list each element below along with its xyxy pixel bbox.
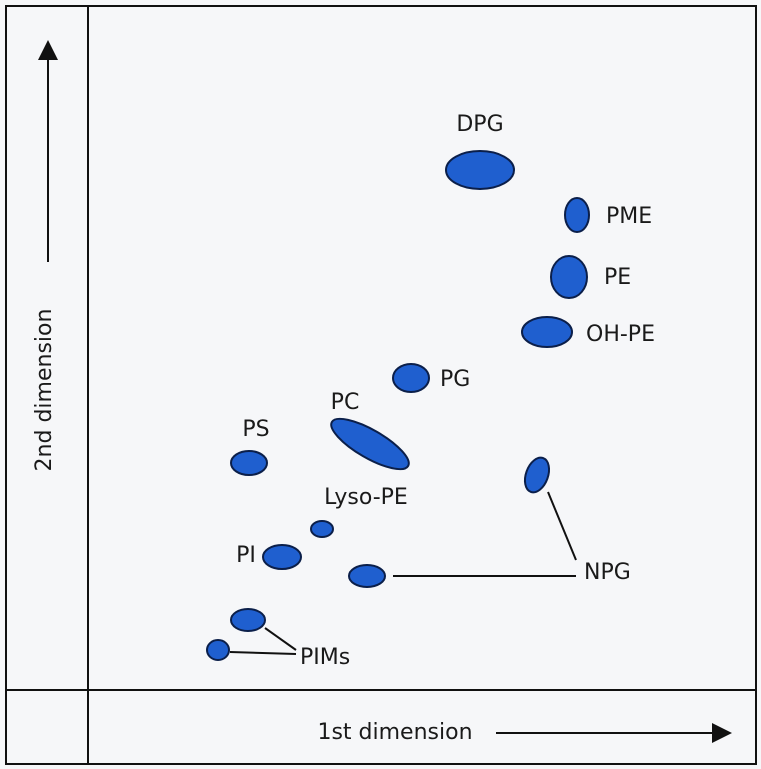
frame: [6, 6, 756, 764]
spot-label: DPG: [456, 112, 503, 137]
spot: [325, 410, 415, 478]
page: {"axes": {"x_label": "1st dimension", "y…: [0, 0, 761, 769]
spot: [521, 454, 554, 495]
spot: [551, 256, 587, 298]
spot-label: PG: [440, 367, 470, 392]
spot: [522, 317, 572, 347]
leader-line: [548, 492, 576, 560]
spot-label: PIMs: [300, 645, 350, 670]
x-axis-label: 1st dimension: [317, 720, 472, 745]
spot: [565, 198, 589, 232]
y-axis-label: 2nd dimension: [32, 309, 57, 472]
spot: [311, 521, 333, 537]
spot: [393, 364, 429, 392]
spot: [263, 545, 301, 569]
leader-line: [230, 652, 296, 654]
spot-label: PE: [604, 265, 631, 290]
leader-line: [265, 628, 296, 650]
spot: [231, 451, 267, 475]
spot-label: PI: [236, 543, 256, 568]
spot: [207, 640, 229, 660]
spot-label: OH-PE: [586, 322, 655, 347]
diagram: 2nd dimension 1st dimension DPG PME PE O…: [0, 0, 761, 769]
spot: [349, 565, 385, 587]
spot: [231, 609, 265, 631]
spot-label: NPG: [584, 560, 631, 585]
spot-label: PC: [331, 390, 360, 415]
spot: [446, 151, 514, 189]
spot-label: Lyso-PE: [324, 485, 408, 510]
spot-label: PS: [242, 417, 269, 442]
spot-label: PME: [606, 204, 652, 229]
